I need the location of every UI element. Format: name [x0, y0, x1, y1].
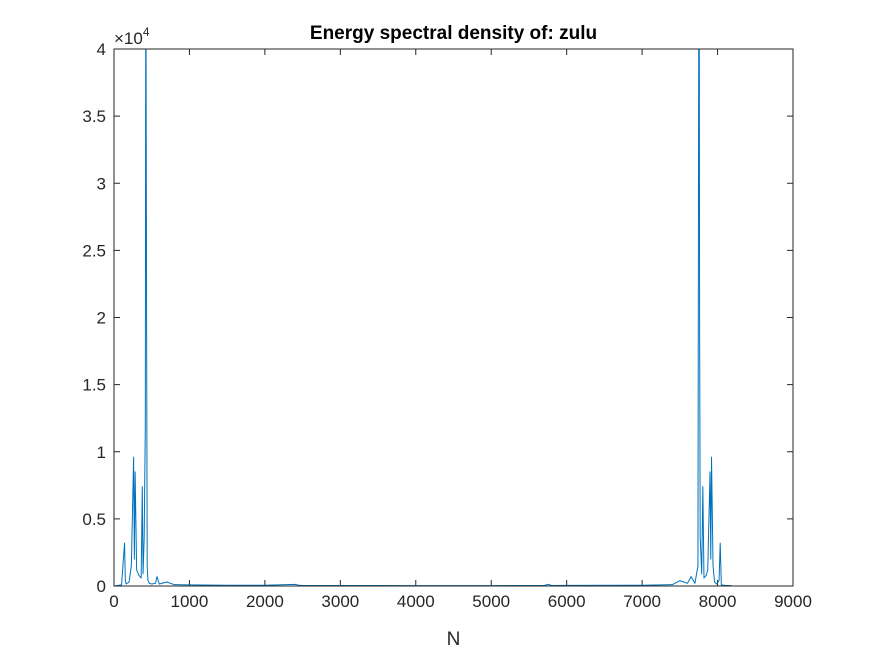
y-tick-label: 0 — [97, 577, 106, 596]
y-tick-label: 2 — [97, 309, 106, 328]
y-tick-label: 1.5 — [82, 376, 106, 395]
x-tick-label: 0 — [109, 592, 118, 611]
y-exponent-power: 4 — [143, 25, 150, 39]
x-tick-label: 6000 — [548, 592, 586, 611]
x-tick-label: 7000 — [623, 592, 661, 611]
x-tick-label: 9000 — [774, 592, 812, 611]
axes-box — [113, 48, 794, 587]
x-tick-label: 8000 — [699, 592, 737, 611]
x-tick-label: 2000 — [246, 592, 284, 611]
x-tick-label: 1000 — [171, 592, 209, 611]
y-tick-label: 2.5 — [82, 241, 106, 260]
x-tick-label: 3000 — [321, 592, 359, 611]
y-exponent-label: ×104 — [114, 25, 150, 48]
y-tick-label: 3 — [97, 174, 106, 193]
y-tick-label: 3.5 — [82, 107, 106, 126]
y-tick-label: 0.5 — [82, 510, 106, 529]
y-tick-label: 1 — [97, 443, 106, 462]
series-line — [113, 48, 733, 587]
axes-background — [114, 49, 793, 586]
chart-title: Energy spectral density of: zulu — [310, 23, 597, 44]
x-axis-label: N — [447, 629, 461, 650]
x-ticks: 0 1000 2000 3000 4000 5000 6000 7000 8000 9000 — [109, 49, 812, 611]
y-tick-label: 4 — [97, 40, 106, 59]
x-tick-label: 5000 — [472, 592, 510, 611]
x-tick-label: 4000 — [397, 592, 435, 611]
y-ticks: 0 0.5 1 1.5 2 2.5 3 3.5 4 — [82, 40, 793, 596]
y-exponent-base: ×10 — [114, 29, 143, 48]
